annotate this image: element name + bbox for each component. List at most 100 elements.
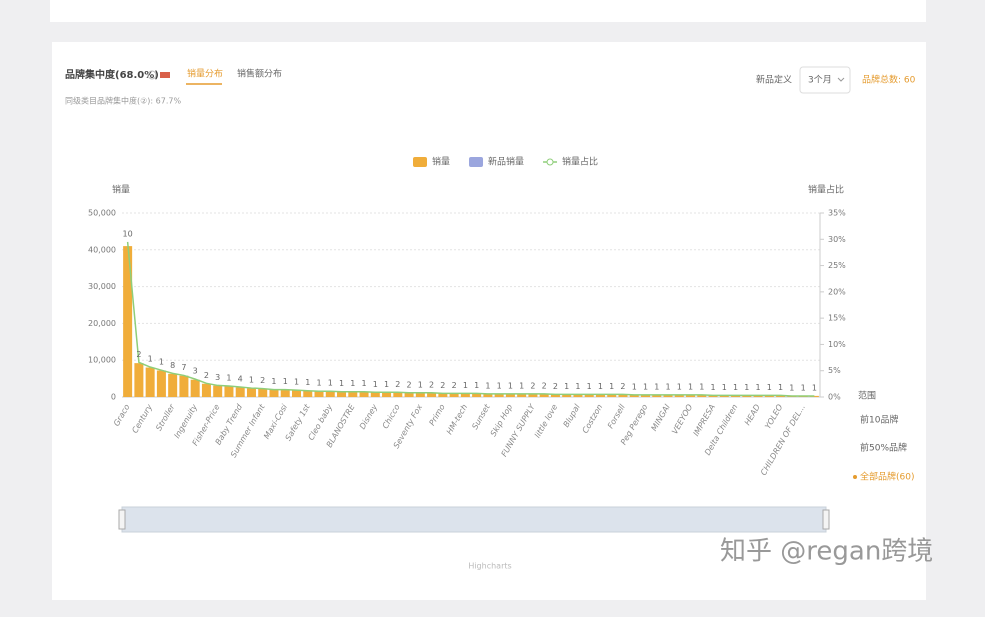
data-label: 8	[170, 361, 175, 370]
data-label: 1	[756, 383, 761, 392]
data-label: 1	[643, 382, 648, 391]
bar	[393, 392, 403, 397]
bar	[359, 392, 369, 397]
range-option[interactable]: 前10品牌	[860, 414, 898, 426]
navigator-handle[interactable]	[822, 509, 830, 530]
bar	[415, 392, 425, 397]
data-label: 2	[452, 381, 457, 390]
bar	[753, 395, 763, 397]
data-label: 1	[575, 382, 580, 391]
data-label: 1	[497, 381, 502, 390]
data-label: 3	[215, 373, 220, 382]
data-label: 2	[136, 350, 141, 359]
y2-tick-label: 10%	[828, 340, 846, 349]
bar	[201, 383, 211, 397]
data-label: 7	[181, 363, 186, 372]
bar	[404, 392, 414, 397]
y2-tick-label: 0%	[828, 393, 841, 402]
bar	[449, 393, 459, 397]
data-label: 1	[373, 380, 378, 389]
share-line	[126, 241, 815, 397]
data-label: 1	[677, 382, 682, 391]
legend-marker	[546, 158, 554, 166]
data-label: 1	[699, 382, 704, 391]
data-label: 1	[463, 381, 468, 390]
navigator-handle[interactable]	[118, 509, 126, 530]
legend-label: 销量	[432, 156, 450, 168]
y2-tick-label: 5%	[828, 366, 841, 375]
bar	[314, 391, 324, 397]
bar	[303, 390, 313, 397]
help-icon[interactable]	[147, 70, 157, 80]
legend-label: 新品销量	[488, 156, 524, 168]
y2-tick-label: 15%	[828, 314, 846, 323]
legend-label: 销量占比	[562, 156, 598, 168]
data-label: 1	[789, 383, 794, 392]
data-label: 1	[744, 383, 749, 392]
data-label: 1	[350, 379, 355, 388]
bar	[550, 394, 560, 397]
data-label: 1	[711, 383, 716, 392]
bar	[460, 393, 470, 397]
data-label: 1	[362, 379, 367, 388]
video-icon[interactable]	[160, 72, 170, 78]
y-tick-label: 30,000	[88, 282, 116, 291]
bar	[258, 388, 268, 397]
data-label: 1	[767, 383, 772, 392]
bar	[224, 386, 234, 397]
data-label: 2	[204, 371, 209, 380]
bar	[528, 394, 538, 397]
bar	[618, 394, 628, 397]
bar	[742, 395, 752, 397]
range-option[interactable]: 前50%品牌	[860, 442, 907, 454]
bar	[246, 388, 256, 397]
data-label: 3	[193, 367, 198, 376]
bar	[438, 393, 448, 397]
navigator[interactable]	[121, 506, 827, 533]
data-label: 2	[395, 380, 400, 389]
data-label: 1	[665, 382, 670, 391]
bar	[213, 385, 223, 397]
data-label: 2	[440, 381, 445, 390]
data-label: 10	[123, 229, 133, 238]
data-label: 1	[778, 383, 783, 392]
bar	[235, 387, 245, 397]
data-label: 1	[688, 382, 693, 391]
y2-tick-label: 30%	[828, 235, 846, 244]
data-label: 1	[226, 373, 231, 382]
data-label: 1	[305, 378, 310, 387]
bar	[629, 394, 639, 397]
top-card	[50, 0, 926, 22]
data-label: 1	[328, 379, 333, 388]
data-label: 1	[801, 383, 806, 392]
bar	[134, 363, 144, 397]
bar	[472, 393, 482, 397]
bar	[776, 395, 786, 397]
bar	[123, 246, 133, 397]
data-label: 1	[632, 382, 637, 391]
range-option[interactable]: 全部品牌(60)	[860, 471, 914, 483]
data-label: 1	[485, 381, 490, 390]
bar	[640, 394, 651, 397]
tab[interactable]: 销售额分布	[237, 68, 282, 80]
bar	[505, 393, 515, 397]
bar	[370, 392, 380, 397]
data-label: 1	[609, 382, 614, 391]
new-select[interactable]	[799, 66, 851, 94]
data-label: 1	[519, 381, 524, 390]
y2-tick-label: 35%	[828, 209, 846, 218]
range-selected-dot	[853, 475, 857, 479]
legend-swatch	[413, 157, 427, 167]
data-label: 1	[294, 378, 299, 387]
data-label: 1	[508, 381, 513, 390]
bar	[539, 394, 549, 397]
data-label: 1	[812, 383, 817, 392]
bar	[686, 395, 696, 397]
bar	[280, 390, 290, 397]
tab-active[interactable]: 销量分布	[187, 68, 223, 80]
bar	[382, 392, 392, 397]
y-tick-label: 10,000	[88, 356, 116, 365]
select-caret	[837, 77, 845, 82]
